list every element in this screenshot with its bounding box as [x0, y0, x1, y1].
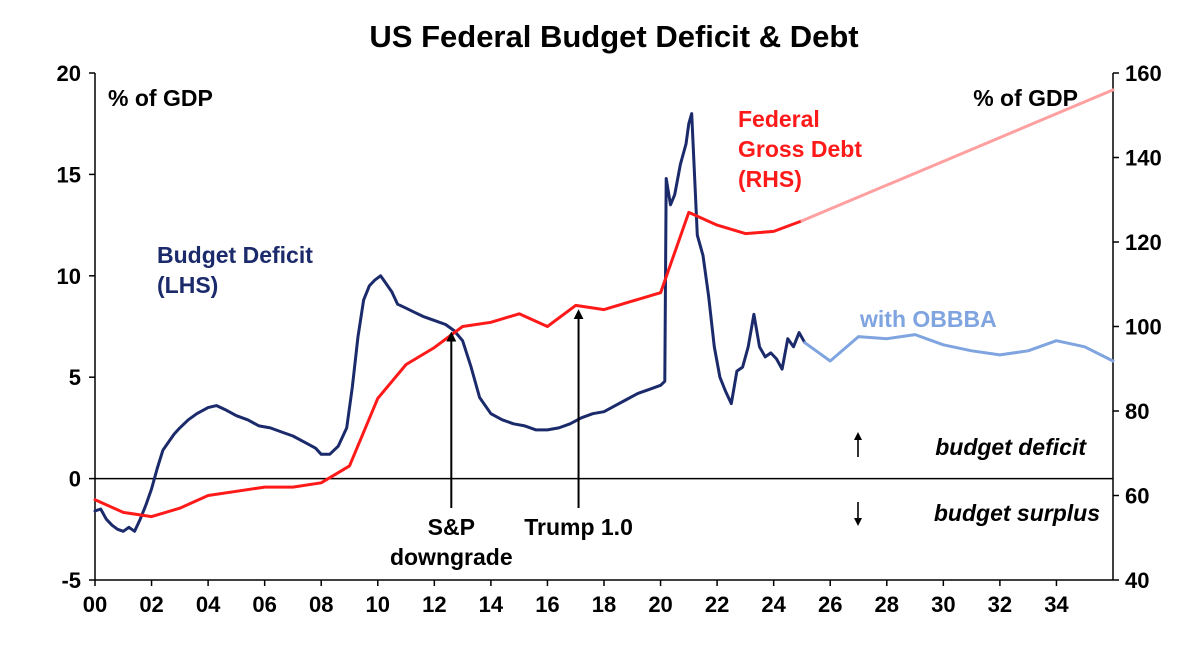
budget-deficit-label-line: (LHS) [157, 272, 218, 298]
sp-annotation-line: S&P [428, 514, 475, 540]
budget-deficit-line [93, 112, 807, 533]
trump-annotation: Trump 1.0 [524, 514, 633, 540]
obbba-label: with OBBBA [859, 306, 997, 332]
budget-deficit-label-line: Budget Deficit [157, 242, 313, 268]
x-tick-label: 12 [422, 592, 446, 617]
left-tick-label: 20 [57, 61, 81, 86]
x-tick-label: 26 [818, 592, 842, 617]
right-tick-label: 100 [1125, 315, 1162, 340]
deficit-projection-line [803, 333, 1115, 363]
right-axis-unit: % of GDP [973, 85, 1078, 111]
budget-deficit-side-label: budget deficit [935, 434, 1087, 460]
left-tick-label: 15 [57, 162, 81, 187]
x-tick-label: 16 [535, 592, 559, 617]
x-tick-label: 10 [366, 592, 390, 617]
left-tick-label: 10 [57, 264, 81, 289]
labels-layer: % of GDP % of GDP Budget Deficit (LHS) Fed… [108, 85, 1100, 570]
x-tick-label: 06 [252, 592, 276, 617]
x-tick-label: 22 [705, 592, 729, 617]
gross-debt-label: Federal Gross Debt (RHS) [738, 106, 862, 192]
right-tick-label: 60 [1125, 484, 1149, 509]
axes: -5 0 5 10 15 20 40 60 80 100 120 140 160 00 02 04 06 08 10… [57, 61, 1162, 617]
right-tick-label: 160 [1125, 61, 1162, 86]
budget-deficit-label: Budget Deficit (LHS) [157, 242, 313, 298]
budget-surplus-side-label: budget surplus [934, 500, 1100, 526]
x-tick-label: 14 [479, 592, 504, 617]
right-tick-label: 80 [1125, 399, 1149, 424]
sp-annotation-line: downgrade [390, 544, 513, 570]
x-tick-label: 20 [648, 592, 672, 617]
x-tick-label: 00 [83, 592, 107, 617]
left-tick-label: 0 [69, 467, 81, 492]
right-tick-label: 140 [1125, 146, 1162, 171]
x-tick-label: 30 [931, 592, 955, 617]
x-tick-label: 04 [196, 592, 221, 617]
trump-annotation-line: Trump 1.0 [524, 514, 633, 540]
left-tick-label: -5 [61, 568, 81, 593]
x-tick-label: 24 [761, 592, 786, 617]
x-tick-label: 34 [1044, 592, 1069, 617]
x-tick-label: 28 [875, 592, 899, 617]
x-tick-label: 08 [309, 592, 333, 617]
left-axis-unit: % of GDP [108, 85, 213, 111]
chart-title: US Federal Budget Deficit & Debt [369, 19, 858, 54]
debt-projection-line [800, 88, 1115, 223]
gross-debt-label-line: (RHS) [738, 166, 802, 192]
x-tick-label: 02 [139, 592, 163, 617]
right-tick-label: 120 [1125, 230, 1162, 255]
right-tick-label: 40 [1125, 568, 1149, 593]
gross-debt-label-line: Federal [738, 106, 820, 132]
left-tick-label: 5 [69, 365, 81, 390]
x-tick-label: 18 [592, 592, 616, 617]
gross-debt-label-line: Gross Debt [738, 136, 862, 162]
x-tick-label: 32 [988, 592, 1012, 617]
sp-annotation: S&P downgrade [390, 514, 513, 570]
